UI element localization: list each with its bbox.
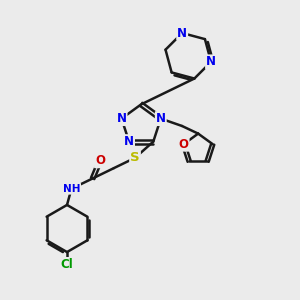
Text: O: O — [178, 138, 189, 151]
Text: N: N — [156, 112, 166, 125]
Text: Cl: Cl — [61, 258, 74, 271]
Text: N: N — [177, 26, 187, 40]
Text: N: N — [124, 135, 134, 148]
Text: NH: NH — [63, 184, 80, 194]
Text: S: S — [130, 151, 140, 164]
Text: N: N — [117, 112, 127, 125]
Text: O: O — [95, 154, 105, 167]
Text: N: N — [206, 56, 216, 68]
